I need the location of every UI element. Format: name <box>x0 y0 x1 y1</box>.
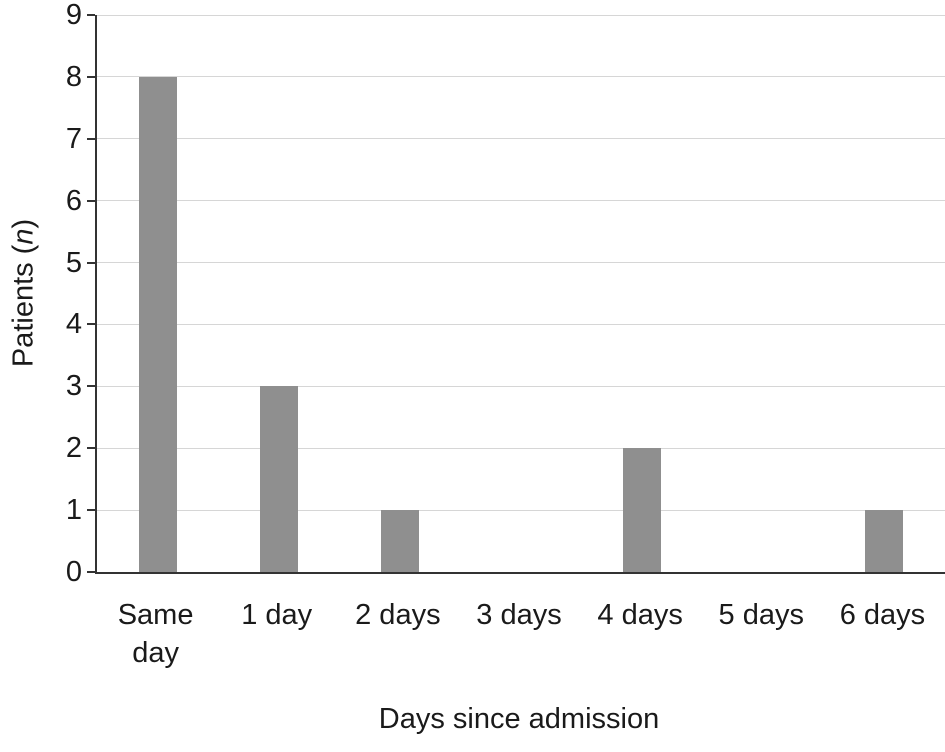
y-tick-label: 2 <box>65 432 82 465</box>
y-tick-label: 8 <box>65 60 82 93</box>
gridline <box>97 138 945 140</box>
bar <box>865 510 904 572</box>
y-axis-labels: 0 1 2 3 4 5 6 7 8 9 <box>0 0 82 752</box>
y-tick-label: 6 <box>65 184 82 217</box>
y-tick-mark <box>87 323 95 326</box>
y-tick-label: 3 <box>65 370 82 403</box>
y-tick-label: 7 <box>65 122 82 155</box>
gridline <box>97 200 945 202</box>
y-tick-label: 0 <box>65 556 82 588</box>
y-tick-mark <box>87 571 95 573</box>
y-tick-mark <box>87 75 95 78</box>
y-tick-label: 5 <box>65 246 82 279</box>
gridline <box>97 14 945 16</box>
gridline <box>97 509 945 511</box>
y-tick-label: 1 <box>65 494 82 527</box>
y-tick-mark <box>87 261 95 264</box>
x-tick-label: 2 days <box>355 599 441 631</box>
bar <box>259 386 298 572</box>
gridline <box>97 262 945 264</box>
gridline <box>97 385 945 387</box>
y-axis-ticks <box>87 0 95 752</box>
x-axis-labels: Same day 1 day 2 days 3 days 4 days 5 days 6 d… <box>95 596 943 686</box>
x-tick-label: 6 days <box>839 599 926 631</box>
gridline <box>97 323 945 325</box>
x-tick-label: 5 days <box>718 599 804 631</box>
x-axis-title: Days since admission <box>378 703 660 735</box>
gridline <box>97 447 945 449</box>
y-tick-mark <box>87 385 95 388</box>
gridline <box>97 76 945 78</box>
bar <box>623 448 662 572</box>
x-tick-label: 3 days <box>476 599 562 631</box>
x-tick-label: 1 day <box>241 599 313 631</box>
y-tick-mark <box>87 137 95 140</box>
plot-area <box>95 14 945 574</box>
y-tick-mark <box>87 447 95 450</box>
gridlines <box>97 14 945 572</box>
y-tick-label: 9 <box>65 0 82 31</box>
x-tick-label: Same day <box>117 599 194 669</box>
y-tick-mark <box>87 14 95 16</box>
bar <box>380 510 419 572</box>
bars <box>97 15 945 572</box>
y-tick-mark <box>87 199 95 202</box>
y-tick-label: 4 <box>65 308 82 341</box>
x-tick-label: 4 days <box>597 599 683 631</box>
bar <box>138 76 177 572</box>
y-tick-mark <box>87 509 95 512</box>
